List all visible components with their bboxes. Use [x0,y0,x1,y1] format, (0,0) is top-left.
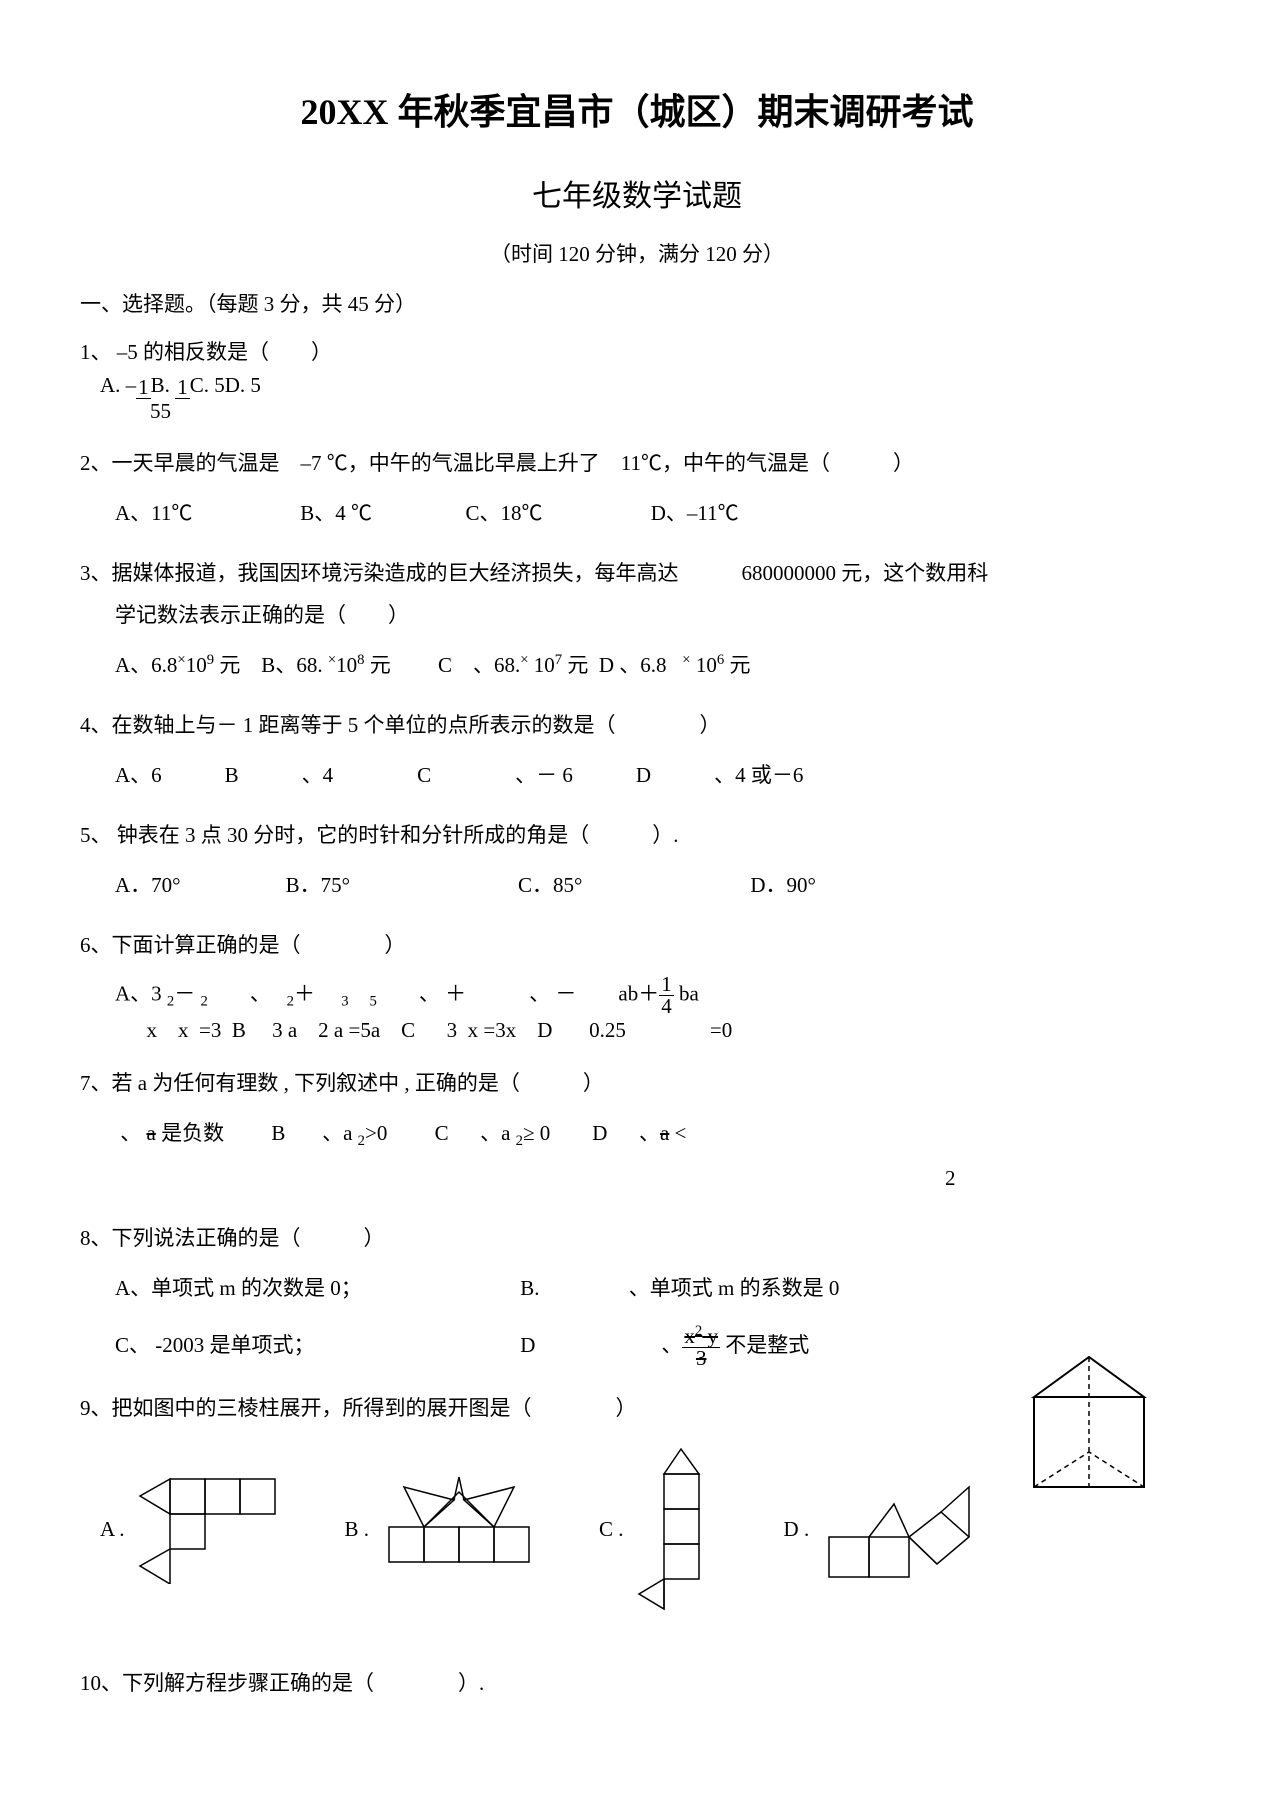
q2-opt-b: B、4 ℃ [300,492,460,534]
q5-stem: 5、 钟表在 3 点 30 分时，它的时针和分针所成的角是（ ）. [80,814,1194,856]
time-info: （时间 120 分钟，满分 120 分） [80,236,1194,274]
q1-fracs: 55 [100,399,1194,424]
question-9: 9、把如图中的三棱柱展开，所得到的展开图是（ ） A . [80,1387,1194,1614]
question-5: 5、 钟表在 3 点 30 分时，它的时针和分针所成的角是（ ）. A．70° … [80,814,1194,906]
q10-stem: 10、下列解方程步骤正确的是（ ）. [80,1662,1194,1704]
q1-stem: 1、 –5 的相反数是（ ） [80,331,1194,373]
q4-opts: A、6 B 、4 C 、－ 6 D 、4 或－6 [80,754,1194,796]
q3-stem2: 学记数法表示正确的是（ ） [80,594,1194,636]
question-10: 10、下列解方程步骤正确的是（ ）. [80,1662,1194,1704]
q2-opt-c: C、18℃ [466,492,646,534]
label-d: D . [784,1508,810,1550]
q8-opt-a: A、单项式 m 的次数是 0； [115,1267,515,1309]
q5-opts: A．70° B．75° C．85° D．90° [80,864,1194,906]
label-b: B . [345,1508,370,1550]
q2-stem: 2、一天早晨的气温是 –7 ℃，中午的气温比早晨上升了 11℃，中午的气温是（ … [80,442,1194,484]
q7-opts: 、 a 是负数 B 、a 2>0 C 、a 2≥ 0 D 、a < 2 [80,1112,1194,1199]
q2-opt-a: A、11℃ [115,492,295,534]
sub-title: 七年级数学试题 [80,170,1194,224]
q8-stem: 8、下列说法正确的是（ ） [80,1217,1194,1259]
q9-stem: 9、把如图中的三棱柱展开，所得到的展开图是（ ） [80,1396,637,1420]
q7-stem: 7、若 a 为任何有理数 , 下列叙述中 , 正确的是（ ） [80,1062,1194,1104]
question-2: 2、一天早晨的气温是 –7 ℃，中午的气温比早晨上升了 11℃，中午的气温是（ … [80,442,1194,534]
q9-option-d: D . [784,1472,975,1587]
section-header: 一、选择题。（每题 3 分，共 45 分） [80,286,1194,324]
question-4: 4、在数轴上与－ 1 距离等于 5 个单位的点所表示的数是（ ） A、6 B 、… [80,704,1194,796]
question-1: 1、 –5 的相反数是（ ） A. –1B. 1C. 5D. 5 55 [80,331,1194,423]
q3-opts: A、6.8×109 元 B、68. ×108 元 C 、68.× 107 元 D… [80,644,1194,686]
q2-opt-d: D、–11℃ [651,492,739,534]
q8-opt-b: B. 、单项式 m 的系数是 0 [520,1276,839,1300]
q1-opts: A. –1B. 1C. 5D. 5 [100,373,261,397]
q4-stem: 4、在数轴上与－ 1 距离等于 5 个单位的点所表示的数是（ ） [80,704,1194,746]
triangular-prism-icon [1024,1347,1154,1497]
label-c: C . [599,1508,624,1550]
question-3: 3、据媒体报道，我国因环境污染造成的巨大经济损失，每年高达 680000000 … [80,552,1194,686]
question-6: 6、下面计算正确的是（ ） A、3 2－ 2 、 2＋ 3 5 、 ＋ 、 － … [80,924,1194,1044]
q3-stem: 3、据媒体报道，我国因环境污染造成的巨大经济损失，每年高达 680000000 … [80,552,1194,594]
label-a: A . [100,1508,125,1550]
q8-opt-d: D 、x2 y3 不是整式 [520,1333,809,1357]
q6-stem: 6、下面计算正确的是（ ） [80,924,1194,966]
q9-option-c: C . [599,1444,724,1614]
q9-option-b: B . [345,1472,540,1587]
q9-option-a: A . [100,1474,285,1584]
main-title: 20XX 年秋季宜昌市（城区）期末调研考试 [80,80,1194,145]
question-7: 7、若 a 为任何有理数 , 下列叙述中 , 正确的是（ ） 、 a 是负数 B… [80,1062,1194,1199]
q6-opts: A、3 2－ 2 、 2＋ 3 5 、 ＋ 、 － ab＋14 ba x x =… [80,974,1194,1044]
q8-opt-c: C、 -2003 是单项式； [115,1324,515,1366]
